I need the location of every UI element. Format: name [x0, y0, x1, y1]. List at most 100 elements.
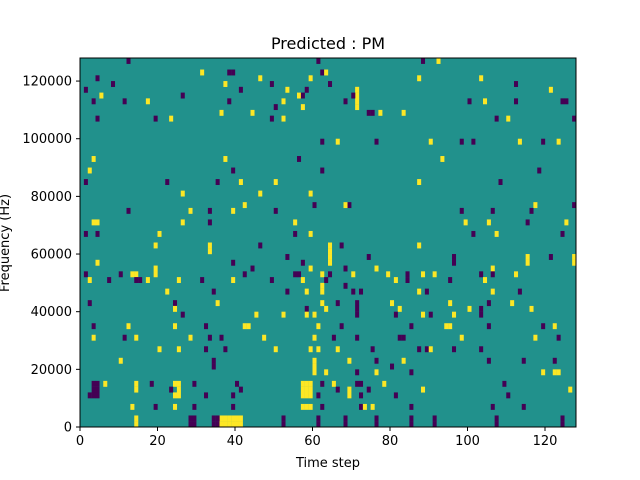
heatmap-cell — [409, 415, 414, 422]
heatmap-cell — [180, 92, 185, 99]
heatmap-cell — [335, 386, 340, 393]
heatmap-cell — [316, 323, 321, 330]
heatmap-cell — [401, 334, 406, 341]
heatmap-cell — [134, 415, 139, 422]
y-tick-label: 40000 — [31, 305, 72, 320]
heatmap-cell — [308, 190, 313, 197]
heatmap-cell — [479, 346, 484, 353]
heatmap-cell — [486, 323, 491, 330]
heatmap-cell — [111, 81, 116, 87]
heatmap-cell — [355, 380, 360, 387]
heatmap-cell — [347, 202, 352, 209]
x-tick-label: 80 — [382, 434, 399, 449]
heatmap-cell — [393, 392, 398, 399]
heatmap-cell — [432, 271, 437, 278]
heatmap-cell — [103, 380, 108, 387]
heatmap-cell — [273, 346, 278, 353]
heatmap-cell — [91, 386, 96, 393]
heatmap-cell — [235, 421, 240, 428]
heatmap-cell — [300, 104, 305, 111]
heatmap-cell — [215, 415, 220, 422]
heatmap-cell — [227, 69, 232, 76]
heatmap-cell — [91, 219, 96, 226]
heatmap-cell — [169, 115, 174, 122]
heatmap-cell — [421, 271, 426, 278]
heatmap-cell — [242, 323, 247, 330]
heatmap-cell — [134, 421, 139, 428]
heatmap-cell — [231, 392, 236, 399]
heatmap-cell — [560, 98, 565, 105]
heatmap-cell — [219, 334, 224, 341]
heatmap-cell — [417, 346, 422, 353]
heatmap-cell — [320, 167, 325, 174]
heatmap-cell — [95, 386, 100, 393]
heatmap-cell — [409, 421, 414, 428]
heatmap-cell — [173, 403, 178, 410]
heatmap-cell — [525, 259, 530, 266]
heatmap-cell — [494, 230, 499, 237]
heatmap-cell — [157, 346, 162, 353]
heatmap-cell — [312, 202, 317, 209]
heatmap-cell — [452, 254, 457, 260]
heatmap-cell — [366, 386, 371, 393]
heatmap-cell — [300, 403, 305, 410]
heatmap-cell — [393, 311, 398, 318]
heatmap-cell — [246, 323, 251, 330]
heatmap-cell — [250, 265, 255, 272]
heatmap-cell — [281, 421, 286, 428]
heatmap-cell — [95, 115, 100, 122]
heatmap-cell — [231, 277, 236, 284]
heatmap-cell — [355, 305, 360, 312]
heatmap-cell — [122, 98, 127, 105]
heatmap-cell — [316, 392, 321, 399]
heatmap-cell — [304, 305, 309, 312]
heatmap-cell — [359, 392, 364, 399]
heatmap-cell — [231, 415, 236, 422]
heatmap-cell — [405, 277, 410, 284]
heatmap-cell — [479, 271, 484, 278]
x-tick-label: 0 — [76, 434, 84, 449]
heatmap-cell — [87, 167, 92, 174]
heatmap-cell — [374, 357, 379, 364]
heatmap-cell — [95, 380, 100, 387]
heatmap-cell — [355, 311, 360, 318]
heatmap-cell — [262, 334, 267, 341]
heatmap-cell — [490, 271, 495, 278]
heatmap-cell — [328, 81, 333, 87]
heatmap-cell — [510, 300, 515, 307]
y-axis: 0 20000 40000 60000 80000 100000 120000 — [22, 75, 80, 436]
y-tick-label: 0 — [64, 421, 72, 436]
heatmap-cell — [99, 92, 104, 99]
heatmap-cell — [238, 415, 243, 422]
y-tick-label: 80000 — [31, 190, 72, 205]
heatmap-cell — [312, 369, 317, 376]
heatmap-cell — [560, 230, 565, 237]
heatmap-cell — [355, 92, 360, 99]
heatmap-cell — [525, 254, 530, 260]
heatmap-cell — [428, 346, 433, 353]
heatmap-cell — [91, 334, 96, 341]
heatmap-cell — [382, 380, 387, 387]
heatmap-cell — [331, 380, 336, 387]
heatmap-cells — [83, 58, 577, 428]
heatmap-cell — [459, 207, 464, 214]
heatmap-cell — [320, 282, 325, 289]
heatmap-cell — [200, 277, 205, 284]
heatmap-cell — [300, 259, 305, 266]
heatmap-cell — [273, 104, 278, 111]
heatmap-cell — [258, 75, 263, 82]
heatmap-cell — [324, 69, 329, 76]
heatmap-cell — [448, 323, 453, 330]
heatmap-cell — [223, 415, 228, 422]
heatmap-cell — [343, 282, 348, 289]
heatmap-cell — [339, 242, 344, 249]
heatmap-cell — [514, 271, 519, 278]
heatmap-cell — [320, 380, 325, 387]
heatmap-cell — [122, 334, 127, 341]
heatmap-cell — [176, 277, 181, 284]
heatmap-cell — [304, 403, 309, 410]
heatmap-cell — [297, 156, 302, 162]
heatmap-cell — [483, 98, 488, 105]
heatmap-cell — [572, 259, 577, 266]
